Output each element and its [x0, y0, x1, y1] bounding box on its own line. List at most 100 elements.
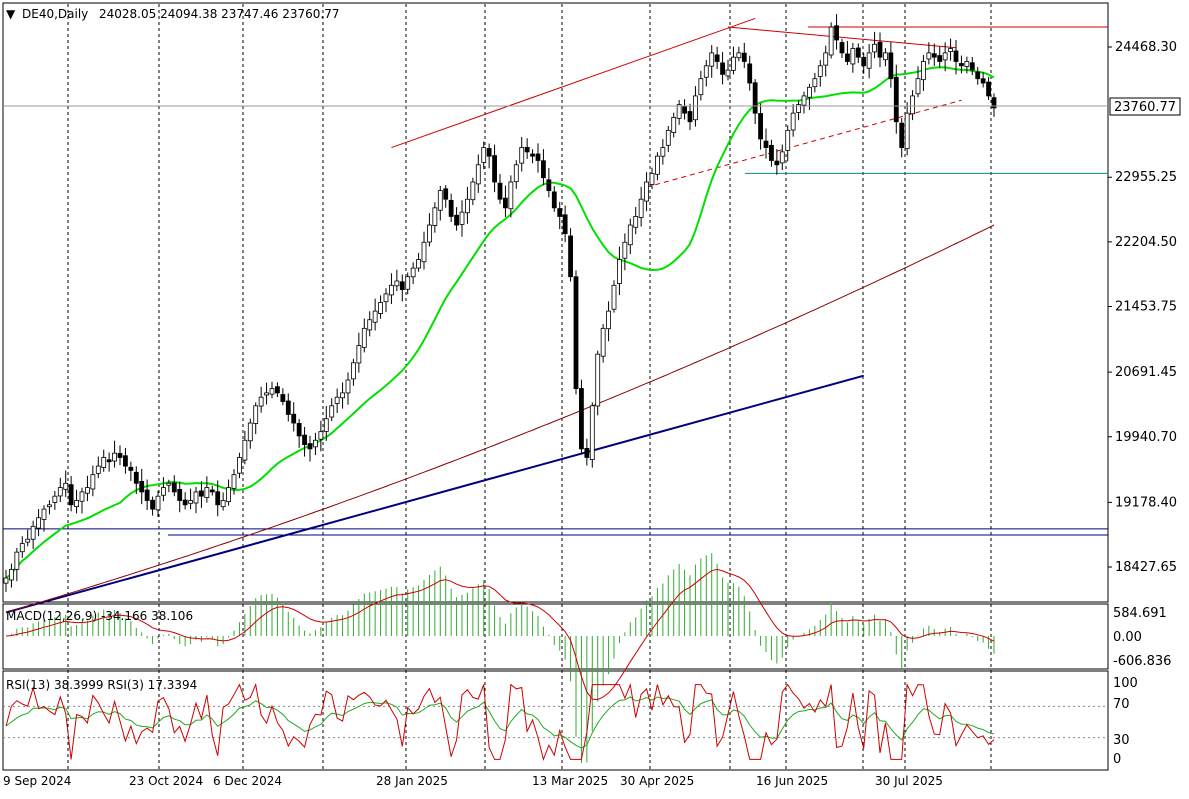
bear-candle	[687, 111, 693, 123]
bull-candle	[725, 69, 731, 77]
bear-candle	[769, 144, 774, 161]
bear-candle	[546, 179, 552, 192]
moving-averages	[5, 66, 995, 613]
bull-candle	[866, 52, 872, 69]
bull-candle	[361, 327, 367, 348]
bear-candle	[302, 434, 307, 445]
bull-candle	[942, 52, 948, 61]
bull-candle	[595, 353, 601, 407]
bear-candle	[399, 281, 405, 291]
price-tick-label: 21453.75	[1115, 300, 1177, 315]
bull-candle	[617, 259, 622, 284]
time-axis-label: 13 Mar 2025	[532, 774, 608, 788]
bull-candle	[731, 56, 736, 71]
price-tick-label: 20691.45	[1115, 365, 1177, 380]
bull-candle	[25, 538, 31, 543]
bull-candle	[253, 405, 259, 424]
bear-candle	[562, 214, 568, 235]
bull-candle	[644, 181, 649, 202]
bull-candle	[427, 224, 432, 243]
bear-candle	[530, 153, 535, 157]
time-axis-label: 6 Dec 2024	[213, 774, 282, 788]
bull-candle	[709, 52, 715, 67]
bull-candle	[807, 86, 812, 98]
bull-candle	[801, 95, 807, 106]
bull-candle	[828, 26, 834, 56]
bull-candle	[904, 112, 910, 150]
bull-candle	[693, 95, 698, 121]
bear-candle	[937, 55, 943, 62]
bear-candle	[763, 140, 769, 148]
macd-panel[interactable]	[2, 603, 1109, 670]
bear-candle	[568, 235, 573, 278]
bull-candle	[790, 112, 796, 131]
macd-tick-lower: -606.836	[1113, 654, 1171, 669]
time-axis-label: 30 Apr 2025	[620, 774, 694, 788]
bear-candle	[758, 113, 763, 140]
chart-drawings	[3, 17, 1108, 614]
vertical-grid-lines	[67, 4, 992, 769]
bear-candle	[714, 54, 720, 62]
bear-candle	[275, 386, 280, 394]
bear-candle	[443, 188, 449, 200]
bull-candle	[481, 147, 487, 163]
bull-candle	[600, 327, 606, 357]
bear-candle	[861, 56, 867, 67]
time-axis: 9 Sep 2024 23 Oct 2024 6 Dec 2024 28 Jan 20…	[3, 774, 943, 788]
bull-candle	[589, 405, 595, 460]
bear-candle	[741, 52, 747, 62]
bear-candle	[752, 82, 758, 114]
bear-candle	[579, 388, 584, 450]
bull-candle	[389, 284, 394, 296]
bear-candle	[969, 62, 975, 71]
bear-candle	[959, 63, 964, 67]
bear-candle	[747, 63, 753, 84]
bull-candle	[475, 164, 481, 185]
bear-candle	[980, 78, 986, 84]
bull-candle	[671, 117, 677, 133]
bull-candle	[649, 172, 655, 185]
last-price-label-box	[1109, 97, 1181, 116]
bear-candle	[106, 459, 112, 463]
price-tick-label: 22955.25	[1115, 170, 1177, 185]
bear-candle	[448, 199, 454, 217]
rsi-tick-0: 0	[1113, 752, 1121, 767]
bull-candle	[95, 465, 101, 474]
bull-candle	[63, 482, 69, 490]
rsi-3-line	[5, 682, 995, 762]
bear-candle	[839, 42, 845, 54]
bear-candle	[893, 76, 899, 123]
bull-candle	[421, 241, 427, 263]
bull-candle	[356, 345, 362, 364]
rsi-tick-70: 70	[1113, 697, 1130, 712]
bear-candle	[899, 122, 905, 148]
bear-candle	[986, 81, 991, 97]
trendline	[391, 17, 756, 149]
bull-candle	[323, 418, 329, 432]
bear-candle	[855, 47, 861, 58]
bull-candle	[872, 43, 877, 53]
bull-candle	[779, 151, 785, 164]
bull-candle	[926, 52, 932, 60]
bear-candle	[285, 400, 291, 415]
bull-candle	[416, 259, 421, 269]
rsi-label: RSI(13) 38.3999 RSI(3) 17.3394	[6, 678, 197, 692]
bull-candle	[74, 500, 79, 508]
symbol-ohlc: 24028.05 24094.38 23747.46 23760.77	[99, 7, 339, 21]
bull-candle	[383, 293, 389, 303]
bear-candle	[68, 484, 74, 506]
bear-candle	[497, 182, 503, 200]
bear-candle	[209, 489, 215, 493]
bull-candle	[405, 276, 411, 290]
bull-candle	[3, 577, 9, 584]
bear-candle	[144, 489, 150, 501]
bull-candle	[14, 551, 20, 570]
bear-candle	[486, 148, 492, 157]
bull-candle	[915, 78, 921, 95]
bull-candle	[465, 198, 470, 214]
main-price-panel[interactable]	[2, 2, 1109, 603]
bull-candle	[329, 405, 335, 418]
bear-candle	[139, 481, 145, 493]
bull-candle	[334, 396, 340, 404]
